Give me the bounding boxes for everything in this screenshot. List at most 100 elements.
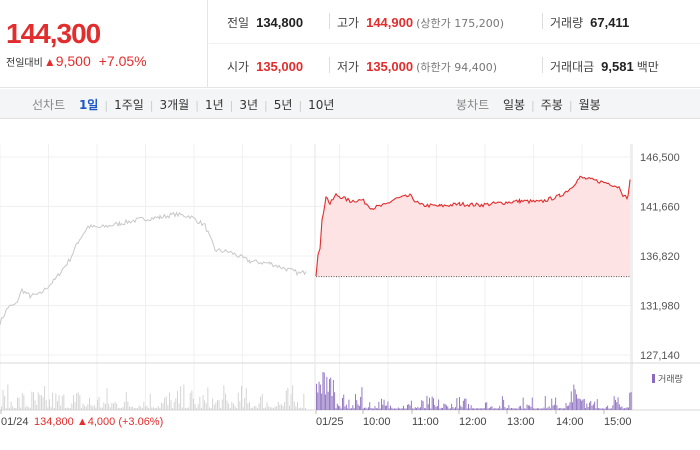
volume-bar — [344, 406, 346, 410]
tab-range-1[interactable]: 1주일 — [114, 98, 144, 112]
volume-bar-prev — [172, 408, 174, 410]
volume-bar — [361, 387, 363, 410]
volume-bar-prev — [58, 395, 60, 410]
tab-range-0[interactable]: 1일 — [78, 98, 99, 112]
tab-range-2[interactable]: 3개월 — [159, 98, 190, 112]
volume-bar — [582, 399, 584, 410]
volume-bar — [552, 405, 554, 410]
volume-bar-prev — [125, 391, 127, 410]
volume-bar — [446, 405, 447, 410]
x-tick-label: 13:00 — [507, 416, 535, 428]
tab-separator: | — [298, 99, 303, 112]
volume-bar — [448, 408, 450, 410]
volume-bar — [481, 408, 482, 410]
volume-bar-prev — [116, 403, 118, 410]
volume-bar — [373, 408, 375, 410]
volume-bar — [342, 398, 343, 410]
volume-bar-prev — [20, 407, 22, 410]
tab-candle-2[interactable]: 월봉 — [578, 98, 601, 112]
volume-bar-prev — [221, 399, 223, 410]
volume-bar-prev — [87, 404, 89, 410]
volume-bar — [429, 397, 430, 410]
low-value: 135,000 — [366, 59, 414, 74]
volume-bar-prev — [242, 407, 244, 410]
volume-bar-prev — [194, 404, 196, 410]
tab-range-6[interactable]: 10년 — [308, 98, 335, 112]
volume-bar-prev — [29, 407, 31, 410]
volume-bar — [412, 408, 414, 410]
volume-bar — [319, 384, 321, 410]
volume-bar — [516, 408, 518, 410]
volume-bar — [431, 396, 433, 410]
volume-bar — [371, 408, 373, 410]
volume-bar — [340, 408, 342, 410]
volume-bar — [375, 408, 377, 410]
volume-bar — [594, 401, 596, 410]
volume-bar-prev — [244, 398, 246, 410]
tab-range-4[interactable]: 3년 — [239, 98, 259, 112]
volume-bar — [568, 405, 570, 410]
volume-bar — [574, 389, 576, 410]
volume-bar — [436, 406, 438, 410]
volume-bar-prev — [113, 403, 114, 410]
tab-range-3[interactable]: 1년 — [204, 98, 224, 112]
volume-bar — [615, 399, 616, 410]
volume-bar — [444, 404, 446, 410]
trade-amount-label: 거래대금 — [550, 60, 595, 74]
volume-bar-prev — [34, 400, 36, 410]
x-tick-label: 01/25 — [316, 416, 344, 428]
volume-bar — [592, 404, 594, 410]
volume-bar-prev — [218, 400, 220, 410]
volume-bar — [413, 408, 415, 410]
volume-bar-prev — [5, 408, 7, 410]
tab-candle-1[interactable]: 주봉 — [540, 98, 563, 112]
volume-bar-prev — [25, 407, 26, 410]
low-price: 저가 135,000 (하한가 94,400) — [337, 58, 497, 75]
high-value: 144,900 — [366, 15, 414, 30]
volume-bar-prev — [52, 392, 54, 410]
volume-bar — [348, 399, 350, 410]
volume-bar — [602, 408, 603, 410]
tab-range-5[interactable]: 5년 — [273, 98, 293, 112]
volume-bar-prev — [73, 395, 74, 410]
volume-bar — [504, 407, 506, 410]
tab-candle-0[interactable]: 일봉 — [502, 98, 526, 112]
change-label: 전일대비 — [6, 58, 43, 69]
volume-bar-prev — [68, 407, 70, 410]
volume-bar-prev — [185, 408, 186, 410]
volume-bar — [455, 407, 456, 410]
volume-bar-prev — [170, 400, 172, 410]
volume-bar — [573, 384, 575, 410]
volume-bar — [605, 406, 607, 410]
volume-bar-prev — [261, 393, 263, 410]
open-price: 시가 135,000 — [227, 58, 303, 75]
volume-bar-prev — [101, 407, 103, 410]
volume-bar-prev — [151, 407, 153, 410]
price-change: 전일대비▲9,500 +7.05% — [6, 53, 147, 69]
volume-bar-prev — [37, 392, 39, 410]
volume-bar-prev — [153, 407, 154, 410]
volume-bar — [416, 408, 417, 410]
volume-bar-prev — [189, 392, 191, 410]
volume-bar — [374, 406, 376, 410]
volume-bar — [482, 408, 484, 410]
volume-bar — [331, 396, 333, 410]
volume-bar — [540, 408, 542, 410]
volume-bar — [378, 401, 380, 410]
volume-bar-prev — [103, 402, 105, 410]
volume-bar — [483, 408, 485, 410]
y-tick-label: 136,820 — [640, 251, 680, 263]
today-series — [315, 175, 631, 278]
volume-bar — [468, 404, 469, 410]
volume-bar — [572, 402, 573, 410]
volume-bar — [520, 405, 521, 410]
volume-bar — [526, 404, 528, 410]
trade-amount-value: 9,581 — [601, 59, 634, 74]
volume-bar — [323, 372, 325, 410]
price-chart[interactable]: 146,500 141,660 136,820 131,980 127,140 거래량 … — [0, 120, 700, 450]
volume-bar — [617, 397, 619, 410]
volume-bar — [505, 408, 507, 410]
volume-bar — [438, 399, 440, 410]
volume-bar — [492, 408, 494, 410]
volume-bar — [357, 404, 359, 410]
